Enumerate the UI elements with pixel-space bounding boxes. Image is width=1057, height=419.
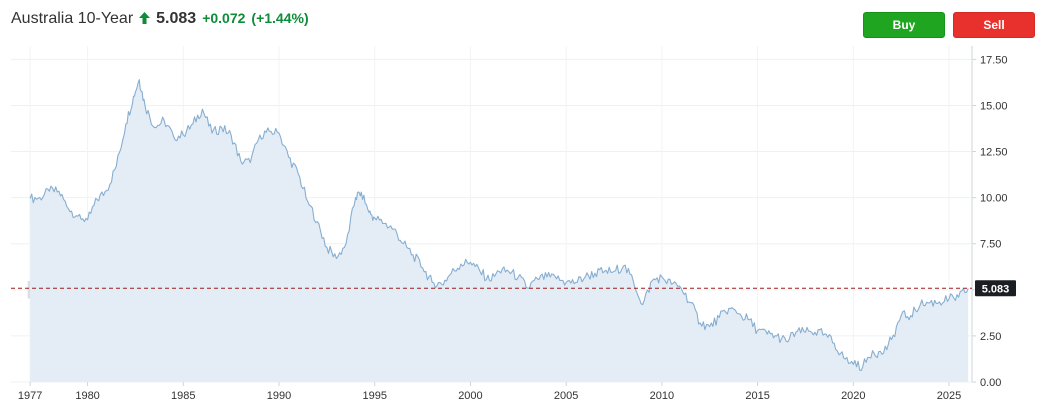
x-tick-label: 1977 (18, 390, 42, 402)
last-price: 5.083 (156, 10, 197, 27)
x-tick-label: 2025 (937, 390, 961, 402)
price-change-percent: (+1.44%) (251, 10, 309, 26)
y-tick-label: 0.00 (980, 377, 1001, 389)
price-change: +0.072 (202, 10, 246, 26)
y-tick-label: 12.50 (980, 147, 1008, 159)
y-tick-label: 15.00 (980, 100, 1008, 112)
y-tick-label: 17.50 (980, 54, 1008, 66)
buy-button[interactable]: Buy (863, 12, 945, 38)
x-tick-label: 2020 (841, 390, 865, 402)
x-tick-label: 2015 (745, 390, 769, 402)
x-tick-label: 1990 (267, 390, 291, 402)
instrument-name: Australia 10-Year (11, 10, 134, 27)
x-tick-label: 1980 (75, 390, 99, 402)
y-tick-label: 7.50 (980, 239, 1001, 251)
series-area (30, 79, 969, 382)
x-tick-label: 2005 (554, 390, 578, 402)
x-tick-label: 1985 (171, 390, 195, 402)
last-price-tag-label: 5.083 (982, 283, 1010, 295)
x-tick-label: 2000 (458, 390, 482, 402)
up-arrow-icon (139, 11, 151, 24)
y-tick-label: 2.50 (980, 331, 1001, 343)
last-price-tag (975, 280, 1016, 297)
x-tick-label: 2010 (650, 390, 674, 402)
y-tick-label: 10.00 (980, 193, 1008, 205)
x-tick-label: 1995 (362, 390, 386, 402)
quote-header: Australia 10-Year 5.083 +0.072 (+1.44%) … (0, 0, 1057, 46)
sell-button[interactable]: Sell (953, 12, 1035, 38)
quote-title-row: Australia 10-Year 5.083 +0.072 (+1.44%) (11, 10, 309, 28)
series-line (29, 79, 969, 371)
